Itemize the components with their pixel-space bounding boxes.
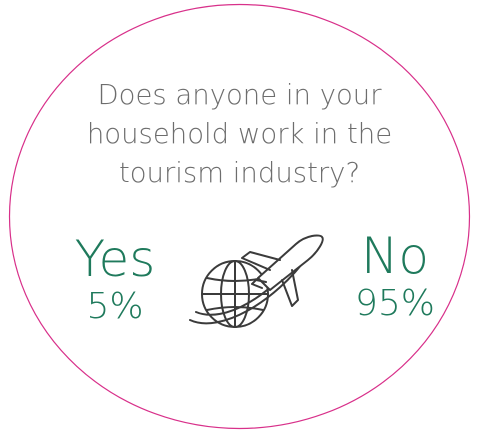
question-text: Does anyone in your household work in th… [70, 76, 409, 193]
no-percent: 95% [354, 283, 435, 324]
yes-percent: 5% [86, 286, 144, 327]
yes-stat: Yes 5% [60, 232, 170, 328]
question-line-3: tourism industry? [118, 157, 361, 189]
question-line-1: Does anyone in your [97, 79, 382, 111]
globe-airplane-icon [180, 222, 330, 342]
yes-label: Yes [74, 230, 156, 288]
no-label: No [361, 227, 429, 285]
no-stat: No 95% [335, 229, 455, 325]
question-line-2: household work in the [86, 118, 393, 150]
